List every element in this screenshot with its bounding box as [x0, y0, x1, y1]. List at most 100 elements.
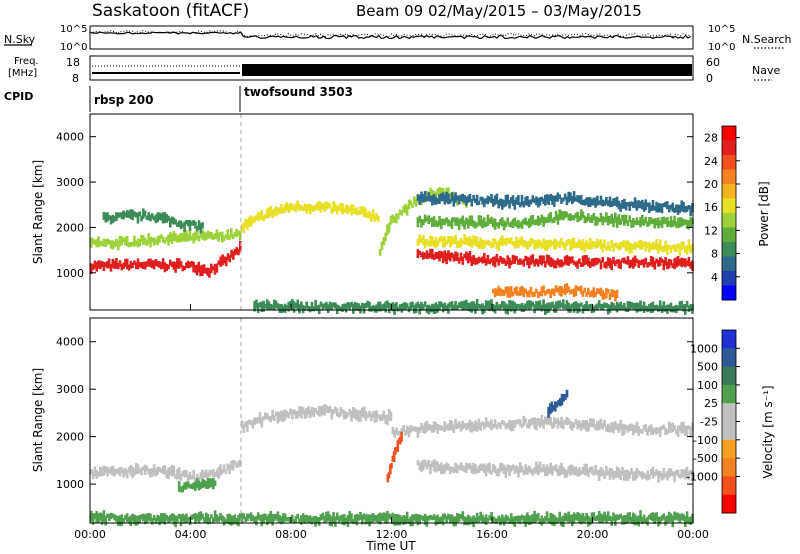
data-cell — [549, 417, 552, 426]
data-cell — [547, 255, 551, 266]
data-cell — [553, 304, 556, 313]
data-cell — [628, 301, 631, 310]
data-cell — [404, 203, 407, 214]
data-cell — [554, 285, 558, 292]
data-cell — [527, 199, 531, 207]
data-cell — [502, 200, 506, 208]
data-cell — [107, 239, 111, 245]
data-cell — [635, 468, 639, 479]
data-cell — [389, 411, 393, 421]
data-cell — [111, 240, 115, 250]
data-cell — [109, 512, 113, 520]
data-cell — [228, 255, 231, 263]
data-cell — [687, 471, 691, 480]
data-cell — [176, 515, 179, 523]
data-cell — [201, 479, 204, 488]
data-cell — [156, 236, 159, 246]
data-cell — [387, 222, 391, 233]
data-cell — [222, 236, 226, 241]
data-cell — [479, 257, 482, 262]
data-cell — [169, 259, 172, 266]
data-cell — [181, 470, 185, 476]
ytick-label: 2000 — [56, 431, 84, 444]
data-cell — [280, 410, 283, 421]
data-cell — [579, 194, 583, 205]
data-cell — [564, 394, 567, 401]
data-cell — [249, 215, 253, 227]
data-cell — [445, 462, 448, 471]
data-cell — [249, 420, 253, 425]
data-cell — [540, 286, 544, 297]
data-cell — [201, 264, 204, 276]
data-cell — [183, 515, 186, 524]
data-cell — [538, 461, 542, 473]
data-cell — [605, 302, 608, 308]
data-cell — [687, 256, 691, 267]
data-cell — [509, 260, 513, 266]
data-cell — [346, 302, 350, 309]
data-cell — [579, 262, 583, 267]
data-cell — [221, 515, 224, 522]
data-cell — [185, 262, 188, 269]
data-cell — [687, 425, 691, 430]
data-cell — [370, 306, 373, 312]
data-cell — [163, 262, 167, 273]
data-cell — [667, 205, 671, 213]
data-cell — [545, 240, 549, 251]
data-cell — [402, 206, 405, 213]
colorbar-tick-label: -500 — [693, 452, 718, 465]
data-cell — [202, 264, 206, 274]
data-cell — [359, 511, 362, 520]
data-cell — [658, 220, 662, 226]
data-cell — [416, 459, 420, 466]
data-cell — [553, 465, 556, 471]
data-cell — [152, 237, 156, 246]
data-cell — [660, 203, 664, 214]
data-cell — [558, 194, 561, 199]
data-cell — [569, 289, 572, 295]
data-cell — [608, 257, 612, 269]
data-cell — [678, 217, 682, 228]
data-cell — [545, 254, 549, 264]
data-cell — [465, 299, 468, 310]
data-cell — [366, 300, 369, 308]
data-cell — [641, 199, 644, 210]
data-cell — [477, 303, 481, 309]
data-cell — [597, 288, 601, 295]
data-cell — [115, 258, 118, 269]
data-cell — [588, 197, 592, 207]
data-cell — [583, 242, 587, 253]
data-cell — [163, 513, 167, 525]
data-cell — [470, 199, 474, 207]
data-cell — [95, 239, 98, 248]
data-cell — [624, 214, 628, 224]
data-cell — [434, 460, 438, 473]
data-cell — [576, 286, 579, 291]
data-cell — [422, 425, 425, 433]
data-cell — [357, 210, 360, 215]
data-cell — [497, 285, 500, 296]
data-cell — [459, 194, 463, 202]
data-cell — [201, 222, 204, 229]
data-cell — [637, 200, 640, 209]
data-cell — [605, 514, 608, 523]
data-cell — [642, 219, 646, 226]
data-cell — [553, 288, 556, 296]
data-cell — [239, 240, 242, 253]
data-cell — [529, 468, 533, 474]
data-cell — [323, 303, 326, 309]
data-cell — [682, 514, 685, 521]
data-cell — [287, 302, 290, 312]
data-cell — [651, 427, 655, 435]
data-cell — [441, 192, 445, 202]
data-cell — [538, 255, 542, 265]
data-cell — [343, 514, 346, 526]
data-cell — [432, 194, 436, 205]
data-cell — [454, 234, 457, 245]
data-cell — [606, 241, 610, 250]
data-cell — [391, 302, 395, 312]
data-cell — [572, 302, 576, 313]
data-cell — [129, 241, 133, 247]
data-cell — [440, 462, 443, 475]
data-cell — [526, 423, 529, 429]
